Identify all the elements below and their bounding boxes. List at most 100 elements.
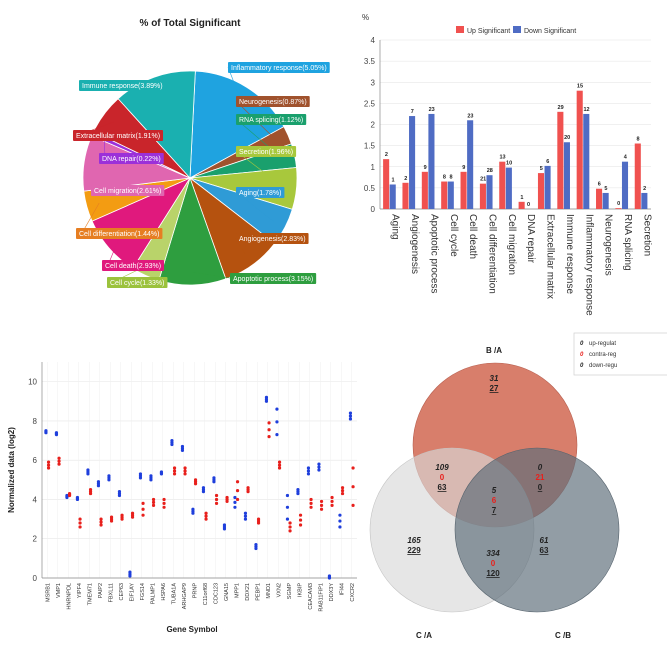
scatter-gene-label: GNA15 bbox=[224, 583, 230, 601]
bar-data-label: 2 bbox=[643, 186, 646, 192]
venn-region-up-count: 5 bbox=[492, 486, 497, 495]
pie-slice-label: Neurogenesis(0.87%) bbox=[239, 99, 307, 106]
scatter-gene-label: PALMP1 bbox=[150, 583, 156, 604]
bar-data-label: 23 bbox=[467, 113, 473, 119]
scatter-point-blue bbox=[275, 420, 279, 424]
venn-region-contra-count: 6 bbox=[492, 496, 497, 505]
venn-legend-symbol: 0 bbox=[580, 352, 584, 358]
bar-down bbox=[467, 120, 474, 209]
venn-legend-symbol: 0 bbox=[580, 341, 584, 347]
scatter-point-blue bbox=[264, 395, 269, 399]
scatter-point-red bbox=[183, 472, 187, 476]
bar-data-label: 9 bbox=[462, 165, 465, 171]
scatter-point-red bbox=[256, 517, 261, 521]
venn-region-up-count: 165 bbox=[407, 536, 421, 545]
bar-down bbox=[389, 184, 396, 209]
venn-region-contra-count: 0 bbox=[440, 473, 445, 482]
bar-data-label: 1 bbox=[391, 177, 394, 183]
scatter-point-red bbox=[162, 501, 166, 505]
scatter-point-blue bbox=[180, 444, 185, 449]
scatter-point-blue bbox=[317, 465, 321, 469]
scatter-point-red bbox=[151, 500, 156, 504]
pie-label-box bbox=[228, 62, 330, 73]
scatter-point-red bbox=[130, 511, 135, 515]
bar-up bbox=[479, 183, 486, 209]
scatter-point-blue bbox=[233, 495, 237, 500]
pie-slice-label: Extracellular matrix(1.91%) bbox=[76, 133, 160, 140]
scatter-point-red bbox=[46, 460, 51, 464]
scatter-point-blue bbox=[275, 433, 279, 437]
bar-axes: 0 0.5 1 1.5 2 2.5 3 3.5 4 Aging Angiogenesis Apopto… bbox=[364, 36, 652, 316]
scatter-y-tick-label: 4 bbox=[33, 495, 38, 504]
scatter-point-red bbox=[120, 513, 124, 517]
scatter-point-blue bbox=[338, 513, 342, 517]
scatter-point-blue bbox=[306, 472, 311, 476]
scatter-point-blue bbox=[149, 474, 153, 478]
pie-slice-label: Inflammatory response(5.05%) bbox=[231, 65, 327, 72]
scatter-gene-label: SGMP bbox=[287, 583, 293, 600]
scatter-point-blue bbox=[348, 417, 353, 421]
bar-up bbox=[518, 201, 525, 209]
bar-data-label: 2 bbox=[385, 152, 388, 158]
scatter-gene-label: CEP63 bbox=[119, 583, 125, 600]
scatter-point-red bbox=[235, 497, 240, 502]
bar-up bbox=[634, 143, 641, 209]
scatter-point-blue bbox=[233, 500, 237, 504]
bar-category-label: RNA splicing bbox=[622, 214, 633, 271]
pie-slice-label: Angiogenesis(2.83%) bbox=[239, 236, 306, 243]
scatter-point-red bbox=[141, 501, 145, 505]
legend-swatch-up bbox=[456, 26, 464, 33]
bar-y-tick-label: 3.5 bbox=[364, 57, 376, 66]
venn-set-label-c-a: C /A bbox=[416, 631, 432, 640]
scatter-gene-label: EIF1AY bbox=[129, 583, 135, 602]
scatter-y-tick-label: 2 bbox=[33, 535, 38, 544]
pie-slice-label: Cell cycle(1.33%) bbox=[110, 280, 164, 287]
scatter-point-red bbox=[78, 521, 82, 525]
venn-region-down-count: 0 bbox=[538, 483, 543, 492]
bar-category-label: Cell cycle bbox=[448, 214, 459, 257]
pie-label-box bbox=[76, 228, 163, 239]
scatter-axes: 0 2 4 6 8 10 MSRB1 VMP1 HNRNPDL YIPF4 TMEM71 PAIP2 F… bbox=[28, 362, 357, 612]
scatter-point-blue bbox=[44, 429, 48, 433]
scatter-point-red bbox=[141, 507, 145, 511]
scatter-point-blue bbox=[96, 480, 101, 484]
scatter-point-blue bbox=[348, 414, 353, 418]
scatter-point-blue bbox=[243, 511, 248, 515]
scatter-point-red bbox=[288, 529, 292, 533]
scatter-point-blue bbox=[338, 525, 342, 529]
scatter-point-red bbox=[214, 493, 219, 498]
bar-data-label: 6 bbox=[598, 182, 601, 188]
scatter-point-red bbox=[151, 503, 156, 507]
scatter-gene-label: IFI44 bbox=[339, 583, 345, 596]
scatter-gene-label: PEBP1 bbox=[255, 583, 261, 601]
bar-up bbox=[557, 111, 564, 209]
scatter-gene-label: TMEM71 bbox=[87, 583, 93, 605]
bar-down bbox=[486, 175, 493, 209]
bar-up bbox=[460, 171, 467, 209]
venn-set-label-b-a: B /A bbox=[486, 346, 502, 355]
scatter-point-red bbox=[330, 499, 334, 504]
scatter-point-blue bbox=[348, 411, 353, 415]
scatter-point-red bbox=[340, 489, 345, 493]
scatter-point-blue bbox=[138, 472, 143, 476]
scatter-point-blue bbox=[285, 517, 290, 521]
bar-down bbox=[447, 181, 454, 209]
scatter-gene-label: CXCR2 bbox=[350, 583, 356, 602]
scatter-point-red bbox=[319, 499, 324, 504]
venn-region-up-count: 109 bbox=[435, 463, 449, 472]
bar-category-label: Aging bbox=[390, 214, 401, 240]
scatter-point-red bbox=[277, 460, 282, 464]
scatter-y-tick-label: 10 bbox=[28, 378, 37, 387]
scatter-gene-label: DDX3Y bbox=[329, 583, 335, 602]
scatter-point-blue bbox=[86, 468, 90, 472]
bar-data-label: 2 bbox=[404, 176, 407, 182]
scatter-point-red bbox=[319, 507, 324, 511]
pie-leader-line bbox=[192, 271, 231, 279]
bar-up bbox=[596, 188, 603, 209]
scatter-point-blue bbox=[306, 469, 311, 473]
scatter-point-red bbox=[330, 503, 334, 507]
bar-data-label: 9 bbox=[424, 165, 427, 171]
bar-up bbox=[576, 90, 583, 209]
bar-data-label: 23 bbox=[429, 107, 435, 113]
